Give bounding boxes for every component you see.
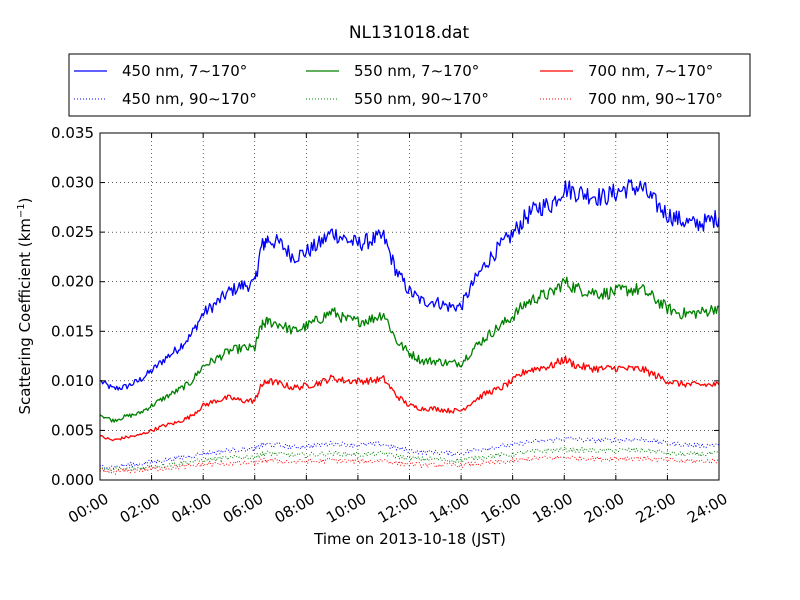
legend-label: 450 nm, 7∼170° (122, 62, 247, 80)
y-tick-label: 0.035 (51, 124, 94, 142)
x-tick-label: 22:00 (633, 490, 679, 527)
series-line (99, 276, 720, 423)
legend-label: 550 nm, 7∼170° (354, 62, 479, 80)
plot-lines (99, 179, 720, 475)
x-axis-label: Time on 2013-10-18 (JST) (313, 530, 506, 548)
y-tick-label: 0.005 (51, 421, 94, 439)
legend-box (68, 53, 751, 117)
x-tick-label: 06:00 (220, 490, 266, 527)
y-tick-label: 0.015 (51, 322, 94, 340)
y-tick-label: 0.030 (51, 174, 94, 192)
x-tick-label: 00:00 (65, 490, 111, 527)
y-tick-label: 0.025 (51, 223, 94, 241)
x-tick-label: 20:00 (581, 490, 627, 527)
y-tick-label: 0.010 (51, 372, 94, 390)
chart-title: NL131018.dat (349, 23, 470, 43)
legend-label: 700 nm, 90∼170° (588, 90, 723, 108)
series-line (99, 436, 720, 470)
x-tick-label: 04:00 (168, 490, 214, 527)
x-axis: 00:00 02:00 04:00 06:00 08:00 10:00 12:00 14:00… (65, 133, 731, 527)
y-tick-label: 0.020 (51, 273, 94, 291)
gridlines (100, 133, 719, 480)
x-tick-label: 12:00 (375, 490, 421, 527)
x-tick-label: 14:00 (426, 490, 472, 527)
legend-label: 700 nm, 7∼170° (588, 62, 713, 80)
legend-label: 450 nm, 90∼170° (122, 90, 257, 108)
x-tick-label: 18:00 (529, 490, 575, 527)
y-axis-label-main: Scattering Coefficient (km (16, 218, 34, 414)
y-axis-label-end: ) (16, 197, 34, 203)
y-axis-label: Scattering Coefficient (km−1) (16, 197, 34, 414)
x-tick-label: 16:00 (478, 490, 524, 527)
series-line (99, 355, 720, 442)
series-line (99, 455, 720, 475)
x-tick-label: 08:00 (271, 490, 317, 527)
y-tick-label: 0.000 (51, 471, 94, 489)
series-line (99, 179, 720, 391)
legend-label: 550 nm, 90∼170° (354, 90, 489, 108)
x-tick-label: 24:00 (684, 490, 730, 527)
y-axis-label-exponent: −1 (16, 203, 27, 218)
y-axis: 0.000 0.005 0.010 0.015 0.020 0.025 0.030 0.035 (51, 124, 719, 489)
x-tick-label: 02:00 (117, 490, 163, 527)
x-tick-label: 10:00 (323, 490, 369, 527)
legend: 450 nm, 7∼170° 550 nm, 7∼170° 700 nm, 7∼17… (68, 53, 751, 117)
